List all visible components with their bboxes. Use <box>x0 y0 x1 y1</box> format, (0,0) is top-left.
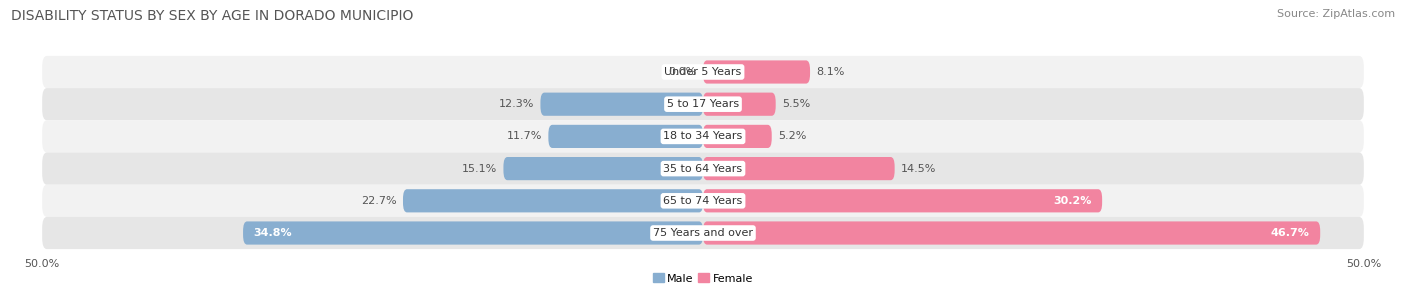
Text: 5.2%: 5.2% <box>779 131 807 142</box>
Text: 18 to 34 Years: 18 to 34 Years <box>664 131 742 142</box>
Text: 0.0%: 0.0% <box>668 67 696 77</box>
FancyBboxPatch shape <box>703 221 1320 245</box>
Text: 46.7%: 46.7% <box>1271 228 1309 238</box>
Text: 14.5%: 14.5% <box>901 163 936 174</box>
FancyBboxPatch shape <box>703 93 776 116</box>
Text: Under 5 Years: Under 5 Years <box>665 67 741 77</box>
FancyBboxPatch shape <box>42 120 1364 152</box>
FancyBboxPatch shape <box>42 152 1364 185</box>
FancyBboxPatch shape <box>703 60 810 84</box>
FancyBboxPatch shape <box>703 189 1102 212</box>
Text: 5.5%: 5.5% <box>782 99 810 109</box>
Text: 30.2%: 30.2% <box>1053 196 1091 206</box>
Text: 15.1%: 15.1% <box>461 163 496 174</box>
FancyBboxPatch shape <box>42 88 1364 120</box>
FancyBboxPatch shape <box>703 157 894 180</box>
FancyBboxPatch shape <box>703 125 772 148</box>
FancyBboxPatch shape <box>540 93 703 116</box>
FancyBboxPatch shape <box>42 56 1364 88</box>
FancyBboxPatch shape <box>548 125 703 148</box>
Text: 75 Years and over: 75 Years and over <box>652 228 754 238</box>
Text: 12.3%: 12.3% <box>499 99 534 109</box>
Text: 34.8%: 34.8% <box>253 228 292 238</box>
FancyBboxPatch shape <box>42 185 1364 217</box>
Legend: Male, Female: Male, Female <box>648 269 758 288</box>
FancyBboxPatch shape <box>404 189 703 212</box>
Text: 11.7%: 11.7% <box>506 131 541 142</box>
Text: 22.7%: 22.7% <box>361 196 396 206</box>
Text: 65 to 74 Years: 65 to 74 Years <box>664 196 742 206</box>
Text: 5 to 17 Years: 5 to 17 Years <box>666 99 740 109</box>
Text: Source: ZipAtlas.com: Source: ZipAtlas.com <box>1277 9 1395 19</box>
FancyBboxPatch shape <box>503 157 703 180</box>
FancyBboxPatch shape <box>42 217 1364 249</box>
Text: 35 to 64 Years: 35 to 64 Years <box>664 163 742 174</box>
Text: DISABILITY STATUS BY SEX BY AGE IN DORADO MUNICIPIO: DISABILITY STATUS BY SEX BY AGE IN DORAD… <box>11 9 413 23</box>
FancyBboxPatch shape <box>243 221 703 245</box>
Text: 8.1%: 8.1% <box>817 67 845 77</box>
